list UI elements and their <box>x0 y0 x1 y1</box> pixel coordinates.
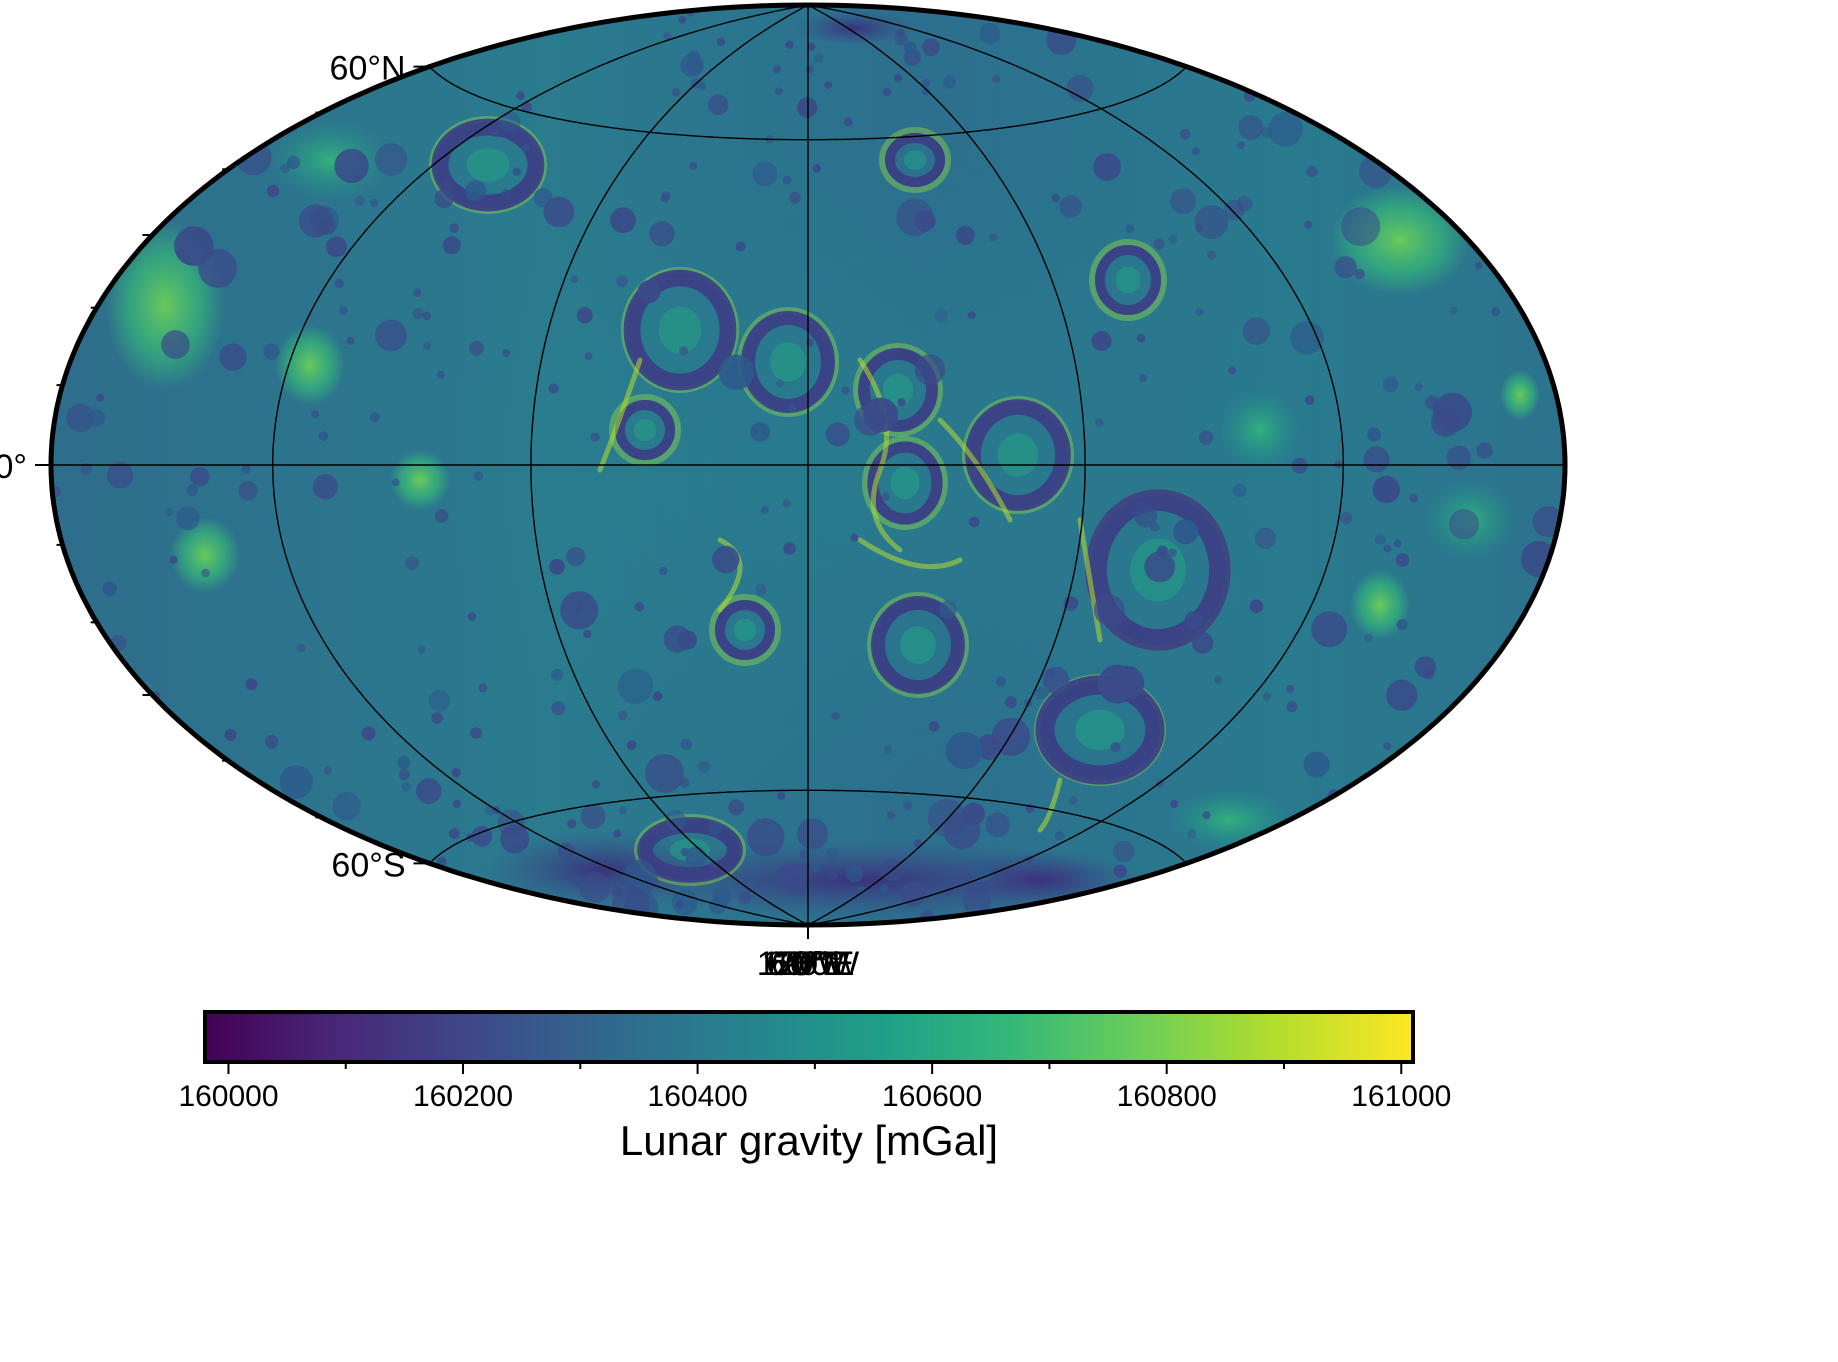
lon-label: 120°W <box>757 945 859 983</box>
colorbar-tick-label: 160800 <box>1117 1080 1217 1113</box>
lon-label: 0° <box>792 945 825 983</box>
colorbar-tick-label: 160400 <box>648 1080 748 1113</box>
lon-label: 60°E <box>771 945 845 983</box>
colorbar: 160000 160200 160400 160600 160800 161000 Lun… <box>178 1010 1451 1164</box>
colorbar-ticks: 160000 160200 160400 160600 160800 161000 <box>178 1062 1451 1113</box>
gravity-field-raster <box>51 5 1565 925</box>
lon-label: 0° <box>792 945 825 983</box>
lon-label: 60°W <box>766 945 850 983</box>
colorbar-tick-label: 160600 <box>882 1080 982 1113</box>
colorbar-tick-label: 161000 <box>1351 1080 1451 1113</box>
lon-label: 120°E <box>761 945 854 983</box>
lat-label: 60°N <box>330 50 406 88</box>
lat-label: 0° <box>0 448 27 486</box>
parallel-60 <box>428 66 1188 141</box>
lon-label: 180° <box>773 945 843 983</box>
colorbar-tick-label: 160000 <box>178 1080 278 1113</box>
parallel--60 <box>428 789 1188 864</box>
colorbar-label: Lunar gravity [mGal] <box>620 1117 998 1164</box>
colorbar-tick-label: 160200 <box>413 1080 513 1113</box>
lat-label: 60°S <box>331 846 405 884</box>
graticule <box>51 4 1565 926</box>
colorbar-gradient <box>203 1010 1415 1064</box>
